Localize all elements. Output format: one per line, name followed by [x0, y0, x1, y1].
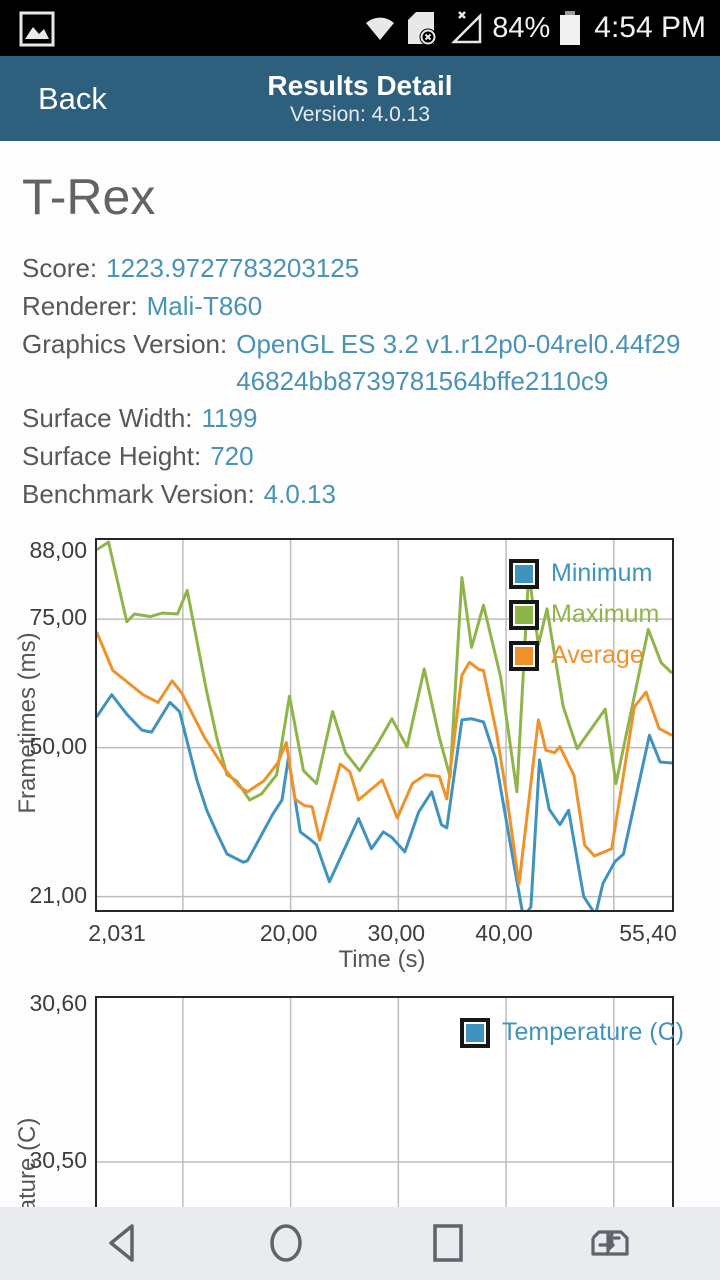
frametimes-plot-area	[95, 538, 674, 912]
legend-label: Minimum	[551, 559, 653, 587]
x-tick-label: 55,40	[619, 920, 677, 946]
series-line-average	[97, 631, 672, 886]
maximum-swatch-icon	[509, 599, 539, 630]
back-button[interactable]: Back	[38, 80, 107, 116]
notification-area	[16, 7, 58, 49]
frametimes-legend: Minimum Maximum Average	[509, 558, 659, 681]
result-row-surface-width: Surface Width: 1199	[22, 400, 704, 438]
clock: 4:54 PM	[594, 11, 706, 44]
x-tick-label: 40,00	[475, 920, 533, 946]
temperature-swatch-icon	[460, 1017, 490, 1048]
legend-label: Maximum	[551, 600, 660, 628]
frametimes-chart: Frametimes (ms) Time (s) Minimum Maximum…	[0, 537, 720, 988]
legend-label: Average	[551, 641, 644, 669]
x-tick-label: 2,031	[88, 920, 146, 946]
benchmark-name: T-Rex	[22, 169, 156, 225]
x-axis-label: Time (s)	[338, 946, 426, 973]
y-tick-label: 88,00	[29, 537, 87, 564]
x-tick-label: 20,00	[259, 920, 318, 946]
result-row-graphics-version: Graphics Version: OpenGL ES 3.2 v1.r12p0…	[22, 326, 704, 400]
recents-nav-icon[interactable]	[426, 1221, 470, 1265]
row-value: 1223.9727783203125	[106, 253, 360, 283]
status-icons: 84% 4:54 PM	[362, 8, 712, 48]
chart-canvas	[97, 540, 672, 910]
legend-item-maximum: Maximum	[509, 599, 659, 630]
y-tick-label: 50,00	[29, 732, 87, 759]
app-header: Back Results Detail Version: 4.0.13	[0, 56, 720, 141]
legend-item-average: Average	[509, 640, 659, 671]
row-value: 4.0.13	[263, 479, 336, 509]
image-thumbnail-icon	[19, 11, 55, 47]
sim-switch-nav-icon[interactable]	[588, 1221, 632, 1265]
result-row-score: Score: 1223.9727783203125	[22, 250, 704, 288]
legend-item-minimum: Minimum	[509, 558, 659, 589]
x-tick-label: 30,00	[367, 920, 426, 946]
temperature-legend: Temperature (C)	[460, 1017, 684, 1058]
row-value: Mali-T860	[146, 291, 263, 321]
no-signal-icon	[451, 11, 482, 44]
wifi-icon	[366, 17, 395, 40]
back-nav-icon[interactable]	[102, 1221, 146, 1265]
page-subtitle: Version: 4.0.13	[289, 102, 431, 126]
legend-label: Temperature (C)	[502, 1018, 684, 1046]
y-tick-label: 21,00	[29, 881, 87, 908]
home-nav-icon[interactable]	[264, 1221, 308, 1265]
header-titles: Results Detail Version: 4.0.13	[0, 56, 720, 141]
result-row-renderer: Renderer: Mali-T860	[22, 288, 704, 326]
y-tick-label: 75,00	[29, 604, 87, 631]
series-line-maximum	[97, 540, 672, 802]
series-line-minimum	[97, 693, 672, 910]
y-tick-label: 30,60	[29, 990, 87, 1017]
legend-item-temperature: Temperature (C)	[460, 1017, 684, 1048]
row-label: Score:	[22, 253, 98, 283]
minimum-swatch-icon	[509, 558, 539, 589]
result-row-surface-height: Surface Height: 720	[22, 438, 704, 476]
y-axis-label: Frametimes (ms)	[14, 632, 41, 814]
page-title: Results Detail	[267, 69, 453, 101]
row-value: 720	[210, 441, 254, 471]
android-nav-bar	[0, 1207, 720, 1280]
row-value: OpenGL ES 3.2 v1.r12p0-04rel0.44f2946824…	[236, 329, 681, 396]
result-rows: Score: 1223.9727783203125 Renderer: Mali…	[22, 250, 704, 514]
row-label: Surface Width:	[22, 403, 193, 433]
y-tick-label: 30,50	[29, 1147, 87, 1174]
result-row-benchmark-version: Benchmark Version: 4.0.13	[22, 476, 704, 514]
battery-icon	[560, 11, 581, 45]
row-label: Graphics Version:	[22, 329, 228, 359]
row-label: Benchmark Version:	[22, 479, 255, 509]
battery-percent: 84%	[492, 11, 551, 44]
row-label: Renderer:	[22, 291, 138, 321]
sim-disabled-icon	[408, 12, 437, 46]
average-swatch-icon	[509, 640, 539, 671]
row-label: Surface Height:	[22, 441, 202, 471]
row-value: 1199	[201, 403, 258, 433]
status-bar: 84% 4:54 PM	[0, 0, 720, 56]
